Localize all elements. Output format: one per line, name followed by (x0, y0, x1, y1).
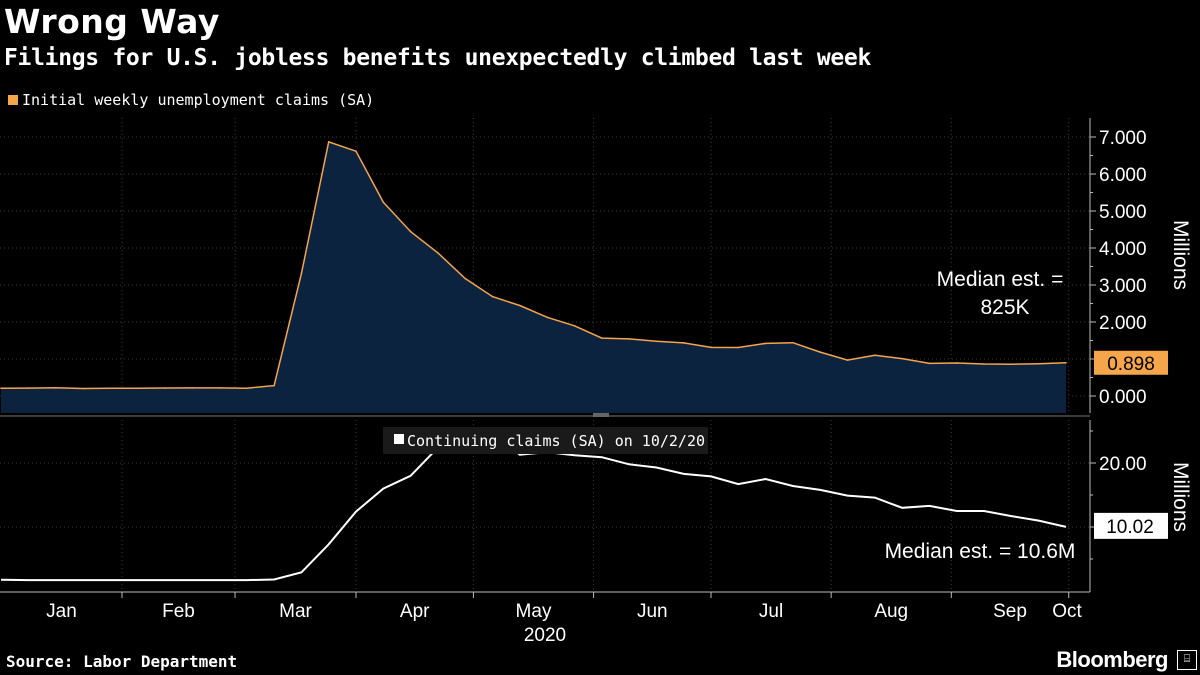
initial-claims-point (164, 387, 166, 389)
bloomberg-logo: Bloomberg (1056, 647, 1168, 672)
initial-claims-point (191, 387, 193, 389)
initial-claims-point (737, 346, 740, 349)
x-tick-label-jul: Jul (759, 601, 783, 622)
initial-claims-point (27, 387, 30, 389)
legend-continuing-box (383, 427, 708, 454)
initial-median-annotation-value: 825K (980, 296, 1029, 319)
initial-claims-point (655, 340, 658, 343)
x-axis-year-label: 2020 (524, 625, 566, 646)
initial-claims-line (0, 140, 1067, 390)
initial-claims-point (601, 337, 603, 339)
initial-claims-point (82, 387, 84, 390)
initial-claims-point (491, 295, 494, 298)
initial-claims-point (573, 325, 576, 327)
legend-continuing-label: Continuing claims (SA) on 10/2/20 (407, 432, 705, 450)
x-tick-label-aug: Aug (874, 601, 908, 622)
initial-median-annotation: Median est. = (937, 268, 1064, 291)
continuing-median-annotation: Median est. = 10.6M (885, 540, 1076, 563)
chart-title: Wrong Way (4, 2, 220, 41)
initial-claims-point (136, 387, 139, 390)
initial-last-value-box (1094, 350, 1168, 375)
initial-claims-point (109, 387, 111, 390)
initial-claims-point (1037, 362, 1040, 365)
initial-claims-point (546, 316, 548, 319)
chart-subtitle: Filings for U.S. jobless benefits unexpe… (4, 45, 872, 71)
initial-claims-point (682, 342, 685, 344)
y-tick-label-top: 3.000 (1099, 276, 1147, 297)
initial-claims-point (382, 201, 385, 203)
initial-claims-point (628, 338, 630, 340)
initial-claims-point (901, 357, 903, 360)
y-axis-label-top: Millions (1169, 220, 1192, 290)
legend-swatch-orange (8, 95, 18, 105)
initial-claims-point (519, 304, 521, 307)
initial-claims-point (54, 386, 57, 389)
source-note: Source: Labor Department (6, 652, 238, 671)
initial-claims-point (246, 387, 248, 390)
x-tick-label-oct: Oct (1052, 601, 1082, 622)
initial-claims-point (874, 354, 876, 357)
x-tick-label-jun: Jun (637, 601, 668, 622)
x-tick-label-apr: Apr (400, 601, 430, 622)
initial-claims-point (300, 272, 303, 275)
y-axis-label-bottom: Millions (1169, 462, 1192, 532)
x-tick-label-feb: Feb (162, 601, 195, 622)
legend-swatch-white (394, 434, 404, 444)
legend-initial-claims: Initial weekly unemployment claims (SA) (8, 91, 374, 109)
y-tick-label-top: 5.000 (1099, 202, 1147, 223)
legend-initial-label: Initial weekly unemployment claims (SA) (22, 91, 375, 109)
continuing-last-value-box (1094, 512, 1168, 539)
initial-claims-point (764, 342, 767, 345)
initial-claims-point (0, 387, 2, 390)
initial-claims-point (437, 252, 439, 254)
initial-last-value-label: 0.898 (1107, 354, 1155, 375)
initial-claims-point (956, 362, 958, 364)
x-tick-label-may: May (516, 601, 552, 622)
y-tick-label-top: 7.000 (1099, 128, 1147, 149)
initial-claims-point (710, 346, 712, 349)
initial-claims-point (218, 387, 221, 389)
panel-resize-handle (593, 413, 609, 417)
initial-claims-point (1065, 362, 1067, 364)
initial-claims-point (327, 141, 330, 143)
initial-claims-point (273, 384, 275, 387)
initial-claims-point (819, 351, 821, 353)
y-tick-label-top: 4.000 (1099, 239, 1147, 260)
terminal-icon: ⌸ (1177, 650, 1197, 670)
initial-claims-point (355, 150, 357, 152)
initial-claims-point (409, 230, 412, 233)
x-tick-label-jan: Jan (46, 601, 77, 622)
initial-claims-point (1010, 363, 1013, 366)
continuing-last-value-label: 10.02 (1106, 517, 1154, 538)
x-tick-label-sep: Sep (993, 601, 1027, 622)
initial-claims-point (846, 359, 849, 361)
initial-claims-point (928, 362, 931, 365)
y-tick-label-top: 2.000 (1099, 313, 1147, 334)
initial-claims-point (983, 363, 985, 365)
y-tick-label-top: 6.000 (1099, 165, 1147, 186)
initial-claims-area (1, 141, 1066, 413)
y-tick-label-top: 0.000 (1099, 387, 1147, 408)
initial-claims-point (792, 341, 794, 344)
x-tick-label-mar: Mar (279, 601, 312, 622)
y-tick-label-bottom: 20.00 (1099, 454, 1147, 475)
initial-claims-point (464, 277, 467, 280)
